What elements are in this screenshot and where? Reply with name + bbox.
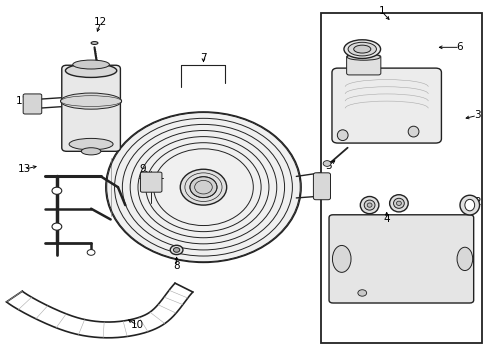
FancyBboxPatch shape xyxy=(23,94,42,114)
Ellipse shape xyxy=(367,203,372,207)
Ellipse shape xyxy=(180,169,227,205)
Ellipse shape xyxy=(460,195,480,215)
Circle shape xyxy=(52,223,62,230)
Ellipse shape xyxy=(396,201,401,206)
Text: 12: 12 xyxy=(94,17,107,27)
Circle shape xyxy=(52,187,62,194)
Ellipse shape xyxy=(66,64,117,77)
Ellipse shape xyxy=(190,177,217,198)
Ellipse shape xyxy=(360,197,379,214)
Ellipse shape xyxy=(457,247,473,271)
Ellipse shape xyxy=(170,245,183,255)
FancyBboxPatch shape xyxy=(62,65,121,151)
Ellipse shape xyxy=(408,126,419,137)
Ellipse shape xyxy=(173,248,180,252)
Text: 8: 8 xyxy=(173,261,180,271)
Text: 9: 9 xyxy=(139,164,146,174)
Text: 3: 3 xyxy=(474,111,480,121)
FancyBboxPatch shape xyxy=(332,68,441,143)
Text: 10: 10 xyxy=(131,320,144,330)
Ellipse shape xyxy=(465,199,475,211)
Circle shape xyxy=(87,249,95,255)
Text: 4: 4 xyxy=(383,215,390,224)
FancyBboxPatch shape xyxy=(314,173,331,200)
Ellipse shape xyxy=(337,130,348,140)
Text: 5: 5 xyxy=(325,161,331,171)
Text: 6: 6 xyxy=(457,42,464,52)
Ellipse shape xyxy=(73,60,109,69)
Ellipse shape xyxy=(393,198,404,208)
Text: 11: 11 xyxy=(16,96,29,106)
Ellipse shape xyxy=(61,93,122,109)
FancyBboxPatch shape xyxy=(329,215,474,303)
Text: 1: 1 xyxy=(378,6,385,17)
FancyBboxPatch shape xyxy=(141,172,162,192)
FancyBboxPatch shape xyxy=(346,55,381,75)
Ellipse shape xyxy=(81,148,101,155)
Ellipse shape xyxy=(358,290,367,296)
Ellipse shape xyxy=(354,45,371,53)
Ellipse shape xyxy=(332,246,351,273)
Bar xyxy=(321,13,482,343)
Ellipse shape xyxy=(347,54,380,60)
Ellipse shape xyxy=(348,42,376,56)
Text: 13: 13 xyxy=(18,164,31,174)
Ellipse shape xyxy=(91,41,98,44)
Ellipse shape xyxy=(390,195,408,212)
Ellipse shape xyxy=(344,40,381,58)
Text: 7: 7 xyxy=(200,53,207,63)
Ellipse shape xyxy=(106,112,301,262)
Ellipse shape xyxy=(364,200,375,210)
Text: 2: 2 xyxy=(474,197,480,207)
Ellipse shape xyxy=(69,138,113,150)
Circle shape xyxy=(323,161,331,166)
